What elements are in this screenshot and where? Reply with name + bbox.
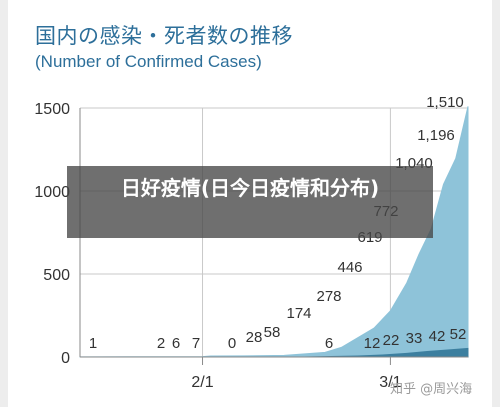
- y-tick-label: 1000: [34, 184, 70, 201]
- deaths-data-label: 42: [429, 328, 446, 345]
- x-tick-label: 3/1: [379, 374, 401, 391]
- y-tick-label: 1500: [34, 101, 70, 118]
- y-tick-label: 0: [61, 350, 70, 367]
- confirmed-data-label: 28: [246, 329, 263, 346]
- confirmed-data-label: 58: [264, 324, 281, 341]
- confirmed-data-label: 174: [286, 305, 311, 322]
- chart-title: 国内の感染・死者数の推移: [35, 24, 293, 48]
- confirmed-data-label: 2: [157, 335, 165, 352]
- overlay-banner: 日好疫情(日今日疫情和分布): [67, 166, 433, 238]
- confirmed-data-label: 1,510: [426, 94, 464, 111]
- confirmed-data-label: 278: [316, 288, 341, 305]
- deaths-data-label: 33: [406, 330, 423, 347]
- confirmed-data-label: 6: [172, 335, 180, 352]
- y-tick-label: 500: [43, 267, 70, 284]
- axes: 0 500 1000 1500 2/1 3/1: [34, 101, 468, 391]
- chart-subtitle: (Number of Confirmed Cases): [35, 52, 262, 71]
- deaths-data-label: 12: [364, 335, 381, 352]
- series-confirmed-area: [79, 106, 469, 358]
- confirmed-data-label: 1: [89, 335, 97, 352]
- deaths-data-label: 52: [450, 326, 467, 343]
- watermark: 知乎 @周兴海: [390, 382, 473, 397]
- confirmed-data-label: 446: [337, 259, 362, 276]
- confirmed-data-label: 0: [228, 335, 236, 352]
- confirmed-data-label: 1,196: [417, 127, 455, 144]
- x-tick-label: 2/1: [191, 374, 213, 391]
- confirmed-data-label: 7: [192, 335, 200, 352]
- deaths-data-label: 22: [383, 332, 400, 349]
- deaths-data-label: 6: [325, 335, 333, 352]
